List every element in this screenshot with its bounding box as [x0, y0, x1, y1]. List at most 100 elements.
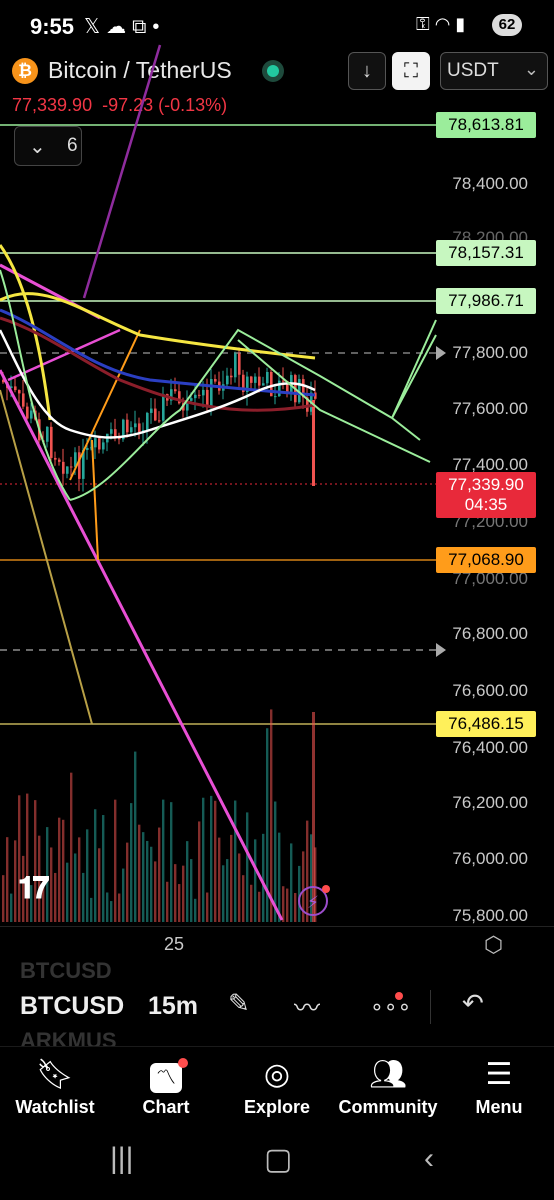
indicators-count: 6 — [67, 135, 78, 156]
nav-community[interactable]: 👥︎ Community — [333, 1057, 443, 1118]
volume-bar — [138, 824, 141, 922]
volume-bar — [154, 861, 157, 922]
candle-body — [134, 423, 137, 428]
price-tick: 76,200.00 — [452, 793, 528, 812]
symbol-button[interactable]: BTCUSD — [20, 992, 125, 1020]
volume-bar — [98, 848, 101, 922]
volume-bar — [78, 837, 81, 922]
volume-bar — [114, 799, 117, 922]
candle-body — [258, 376, 261, 386]
volume-bar — [294, 893, 297, 922]
volume-bar — [46, 827, 49, 922]
back-icon[interactable]: ‹ — [424, 1142, 434, 1175]
candle-body — [214, 379, 217, 382]
volume-bar — [282, 886, 285, 922]
volume-bar — [246, 812, 249, 922]
candle-body — [46, 426, 49, 442]
timeframe-button[interactable]: 15m — [148, 992, 199, 1020]
candle-body — [146, 412, 149, 431]
nav-watchlist[interactable]: 🔖︎ Watchlist — [0, 1057, 110, 1118]
nav-menu[interactable]: ☰ Menu — [444, 1057, 554, 1118]
volume-bar — [314, 847, 317, 922]
volume-bar — [38, 835, 41, 922]
nav-label: Watchlist — [15, 1097, 95, 1117]
volume-bar — [312, 712, 315, 922]
volume-bar — [106, 892, 109, 922]
price-tick: 78,400.00 — [452, 174, 528, 193]
nav-label: Community — [338, 1097, 438, 1117]
volume-bar — [274, 801, 277, 922]
volume-bar — [206, 892, 209, 922]
toolbar-separator — [430, 990, 431, 1024]
fullscreen-button[interactable]: ⛶ — [392, 52, 430, 90]
volume-bar — [102, 815, 105, 922]
candle-body — [312, 400, 315, 486]
candle-body — [122, 419, 125, 440]
cloud-icon: ☁ — [106, 16, 133, 38]
volume-bar — [94, 809, 97, 922]
volume-bar — [34, 800, 37, 922]
currency-select[interactable]: USDT ⌄ — [440, 52, 548, 90]
candle-body — [198, 394, 201, 396]
candle-body — [94, 438, 97, 448]
candle-body — [98, 438, 101, 450]
price-chart[interactable] — [0, 0, 554, 960]
candle-body — [226, 375, 229, 385]
candle-body — [210, 379, 213, 408]
recents-icon[interactable]: ||| — [110, 1142, 134, 1175]
menu-icon: ☰ — [485, 1058, 513, 1091]
symbol-title[interactable]: Bitcoin / TetherUS — [48, 57, 232, 83]
volume-bar — [2, 875, 5, 922]
current-price-tag: 77,339.90 04:35 — [436, 472, 536, 518]
status-bar: 9:55 𝕏☁⧉• ⚿◠▮ 62 — [0, 0, 554, 52]
signal-icon: ▮ — [455, 14, 471, 34]
volume-bar — [66, 862, 69, 922]
candle-countdown: 04:35 — [464, 495, 508, 514]
price-scale[interactable]: 78,400.00 78,200.00 77,800.00 77,600.00 … — [0, 0, 554, 960]
download-button[interactable]: ↓ — [348, 52, 386, 90]
price-tick: 77,000.00 — [452, 569, 528, 588]
home-icon[interactable]: ▢ — [264, 1143, 293, 1176]
indicators-icon[interactable]: 〰 — [294, 993, 321, 1023]
compass-icon: ◎ — [263, 1058, 291, 1091]
price-tick: 77,800.00 — [452, 343, 528, 362]
candle-body — [14, 386, 17, 391]
price-tag-green: 78,157.31 — [436, 240, 536, 266]
candle-body — [278, 380, 281, 397]
nav-explore[interactable]: ◎ Explore — [222, 1057, 332, 1118]
more-tools-icon[interactable]: ∘∘∘ — [370, 994, 412, 1019]
candle-body — [154, 408, 157, 421]
volume-bar — [262, 833, 265, 922]
market-open-icon — [262, 60, 284, 82]
volume-bar — [134, 751, 137, 922]
price-tick: 76,600.00 — [452, 681, 528, 700]
volume-bar — [290, 843, 293, 922]
lightning-button[interactable]: ⚡ — [298, 885, 330, 916]
volume-bar — [58, 817, 61, 922]
volume-bar — [6, 837, 9, 922]
nav-label: Explore — [243, 1097, 311, 1117]
volume-bar — [118, 893, 121, 922]
undo-icon[interactable]: ↶ — [462, 988, 484, 1018]
candle-body — [254, 376, 257, 383]
volume-bar — [286, 888, 289, 922]
current-price: 77,339.90 — [448, 475, 524, 494]
candle-body — [234, 353, 237, 378]
chart-settings-icon[interactable]: ⬡ — [484, 932, 504, 957]
candle-body — [58, 459, 61, 462]
candle-body — [262, 383, 265, 386]
candle-body — [114, 429, 117, 437]
nav-chart[interactable]: 〽 Chart — [111, 1057, 221, 1118]
price-tag-green: 77,986.71 — [436, 288, 536, 314]
candle-body — [82, 450, 85, 479]
indicators-toggle[interactable]: ⌄ 6 — [14, 126, 82, 166]
volume-bar — [126, 842, 129, 922]
volume-bar — [82, 872, 85, 922]
volume-bar — [258, 891, 261, 922]
volume-bar — [278, 832, 281, 922]
volume-bar — [270, 709, 273, 922]
draw-tool-icon[interactable]: ✎ — [228, 988, 250, 1018]
volume-bar — [158, 827, 161, 922]
candle-body — [186, 400, 189, 411]
volume-bar — [130, 803, 133, 922]
